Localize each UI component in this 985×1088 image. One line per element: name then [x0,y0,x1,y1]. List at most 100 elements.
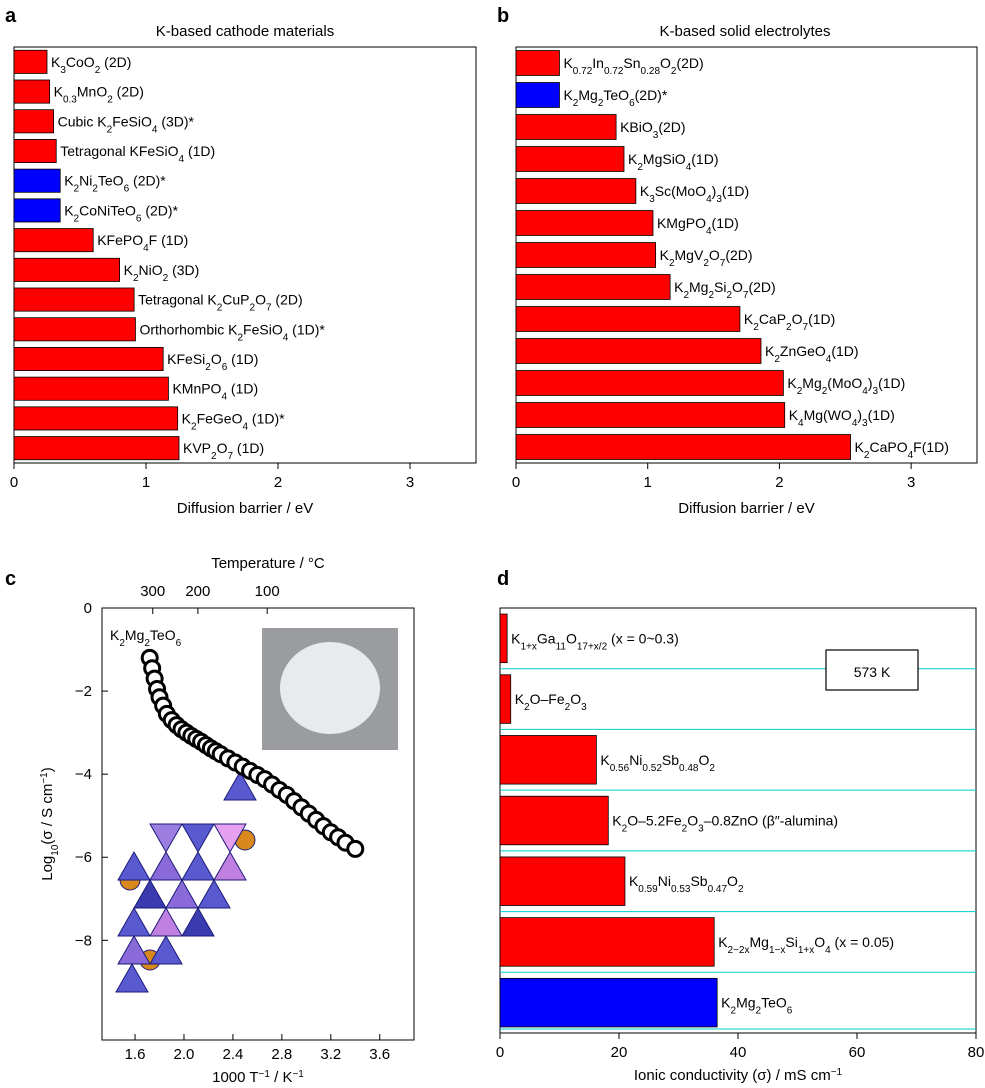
text-run: O [255,292,266,308]
text-run: (1D) [722,183,749,199]
bar-label: K2​MgSiO4​(1D) [628,151,719,173]
subscript: 2 [738,884,744,895]
subscript: 4 [686,162,692,173]
x-tick-label: 1 [644,474,652,491]
subscript: 3 [653,130,659,141]
bar-label: K2​Mg2​(MoO4​)3​(1D) [787,375,905,397]
text-run: CuP [222,292,249,308]
bar-label: K2​ZnGeO4​(1D) [765,343,859,365]
text-run: K [511,630,521,646]
subscript: 2 [205,362,211,373]
text-run: TeO [150,627,176,643]
text-run: F(1D) [913,439,949,455]
text-run: O [217,440,228,456]
text-run: (2D)* [141,202,178,218]
text-run: K [789,407,799,423]
bar [499,977,718,1028]
subscript: 2 [573,98,579,109]
subscript: 0.52 [642,762,662,773]
bar [499,674,512,724]
subscript: 2 [864,450,870,461]
bar [13,228,94,253]
plot-frame [13,46,477,464]
bar [515,274,671,300]
subscript: 2 [144,638,150,649]
text-run: NiO [139,262,163,278]
bar [13,109,54,134]
panel-letter: b [497,5,509,27]
text-run: Orthorhombic K [139,321,238,337]
bar [515,306,741,332]
bar-label: K2​Ni2​TeO6​ (2D)* [64,173,166,195]
octahedron [213,850,247,881]
bar-label: K3​CoO2​ (2D) [51,54,131,76]
subscript: 2 [622,823,628,834]
photo-inset [262,628,398,750]
bar-label: K2​O–5.2Fe2​O3​–0.8ZnO (β″-alumina) [612,813,838,835]
text-run: K [855,439,865,455]
text-run: Mg [736,995,755,1011]
bar-label: K2​NiO2​ (3D) [124,262,200,284]
text-run: K [674,279,684,295]
text-run: K [721,995,731,1011]
bar-label: K0.59​Ni0.53​Sb0.47​O2​ [629,873,744,895]
subscript: 2 [708,290,714,301]
subscript: 2 [671,66,677,77]
x-axis-label: Ionic conductivity (σ) / mS cm−1​ [634,1067,843,1085]
subscript: 0.59 [638,884,658,895]
superscript: −1 [831,1067,843,1078]
text-run: O [570,691,581,707]
octahedron [149,823,183,854]
text-run: Si [785,934,797,950]
subscript: 2 [756,1005,762,1016]
text-run: Cubic K [58,113,108,129]
y-tick-label: −4 [75,766,92,783]
text-run: K [563,55,573,71]
bar [515,114,617,140]
text-run: K [563,87,573,103]
x-tick-label: 2.4 [222,1046,243,1063]
bar [515,82,560,108]
text-run: TeO [98,173,124,189]
text-run: K [54,84,64,100]
x-tick-label: 3.6 [369,1046,390,1063]
bar-label: K2​CaP2​O7​(1D) [744,311,835,333]
bar [499,735,597,785]
text-run: In [592,55,604,71]
bar [515,370,784,396]
octahedron [149,906,183,937]
x-tick-label: 3 [907,474,915,491]
subscript: 11 [556,641,567,652]
subscript: 4 [242,421,248,432]
bar-label: KFePO4​F (1D) [97,232,188,254]
text-run: (1D) [691,151,718,167]
text-run: K [628,151,638,167]
text-run: Sc(MoO [655,183,706,199]
octahedron [181,850,215,881]
bar [13,287,135,312]
bar-label: K2​Mg2​TeO6​ [721,995,793,1017]
text-run: ) [712,183,717,199]
x-axis-label: Diffusion barrier / eV [678,500,814,517]
bar-label: K3​Sc(MoO4​)3​(1D) [640,183,749,205]
bar [515,434,851,460]
octahedron [149,934,183,965]
x2-axis-label: Temperature / °C [211,555,325,572]
text-run: Mg [689,279,708,295]
subscript: 2 [753,322,759,333]
text-run: K [64,202,74,218]
text-run: Mg [750,934,769,950]
subscript: 4 [179,154,185,165]
bar [515,242,657,268]
text-run: K [787,375,797,391]
subscript: 0.56 [610,762,630,773]
x-tick-label: 1 [142,474,150,491]
subscript: 0.72 [573,66,593,77]
text-run: K [124,262,134,278]
subscript: 3 [862,418,868,429]
x-tick-label: 40 [730,1044,747,1061]
text-run: K [64,173,74,189]
text-run: O [814,934,825,950]
y-tick-label: −8 [75,932,92,949]
